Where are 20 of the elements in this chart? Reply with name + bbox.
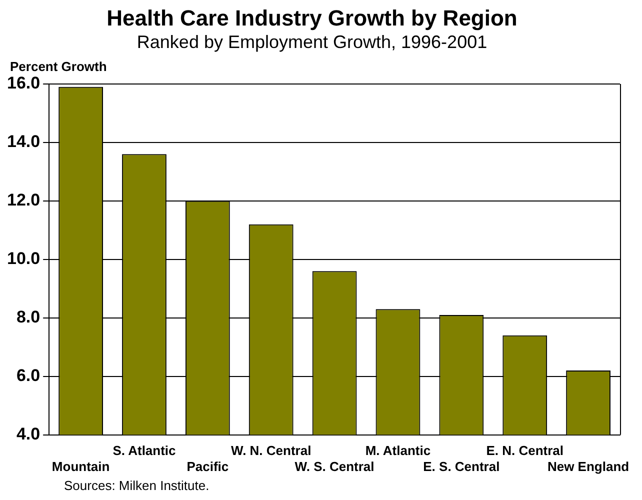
x-tick-label: M. Atlantic	[365, 443, 431, 458]
chart-title: Health Care Industry Growth by Region	[106, 5, 518, 30]
y-axis-title: Percent Growth	[10, 59, 107, 74]
x-tick-label: Pacific	[186, 458, 229, 474]
y-tick-label: 12.0	[6, 190, 40, 210]
y-tick-label: 6.0	[16, 366, 40, 386]
x-tick-label: New England	[547, 458, 630, 474]
x-tick-label: S. Atlantic	[112, 443, 176, 458]
y-tick-label: 10.0	[6, 249, 40, 268]
y-tick-label: 16.0	[6, 74, 40, 93]
x-tick-label: W. N. Central	[231, 443, 312, 458]
source-note: Sources: Milken Institute.	[64, 478, 210, 493]
x-tick-label: Mountain	[52, 458, 110, 474]
y-tick-label: 4.0	[16, 424, 40, 444]
y-tick-label: 8.0	[16, 308, 40, 327]
x-tick-label: E. N. Central	[486, 443, 564, 458]
x-tick-label: E. S. Central	[423, 458, 500, 474]
y-tick-label: 14.0	[6, 132, 40, 152]
x-tick-label: W. S. Central	[294, 458, 374, 474]
chart-subtitle: Ranked by Employment Growth, 1996-2001	[136, 32, 488, 52]
